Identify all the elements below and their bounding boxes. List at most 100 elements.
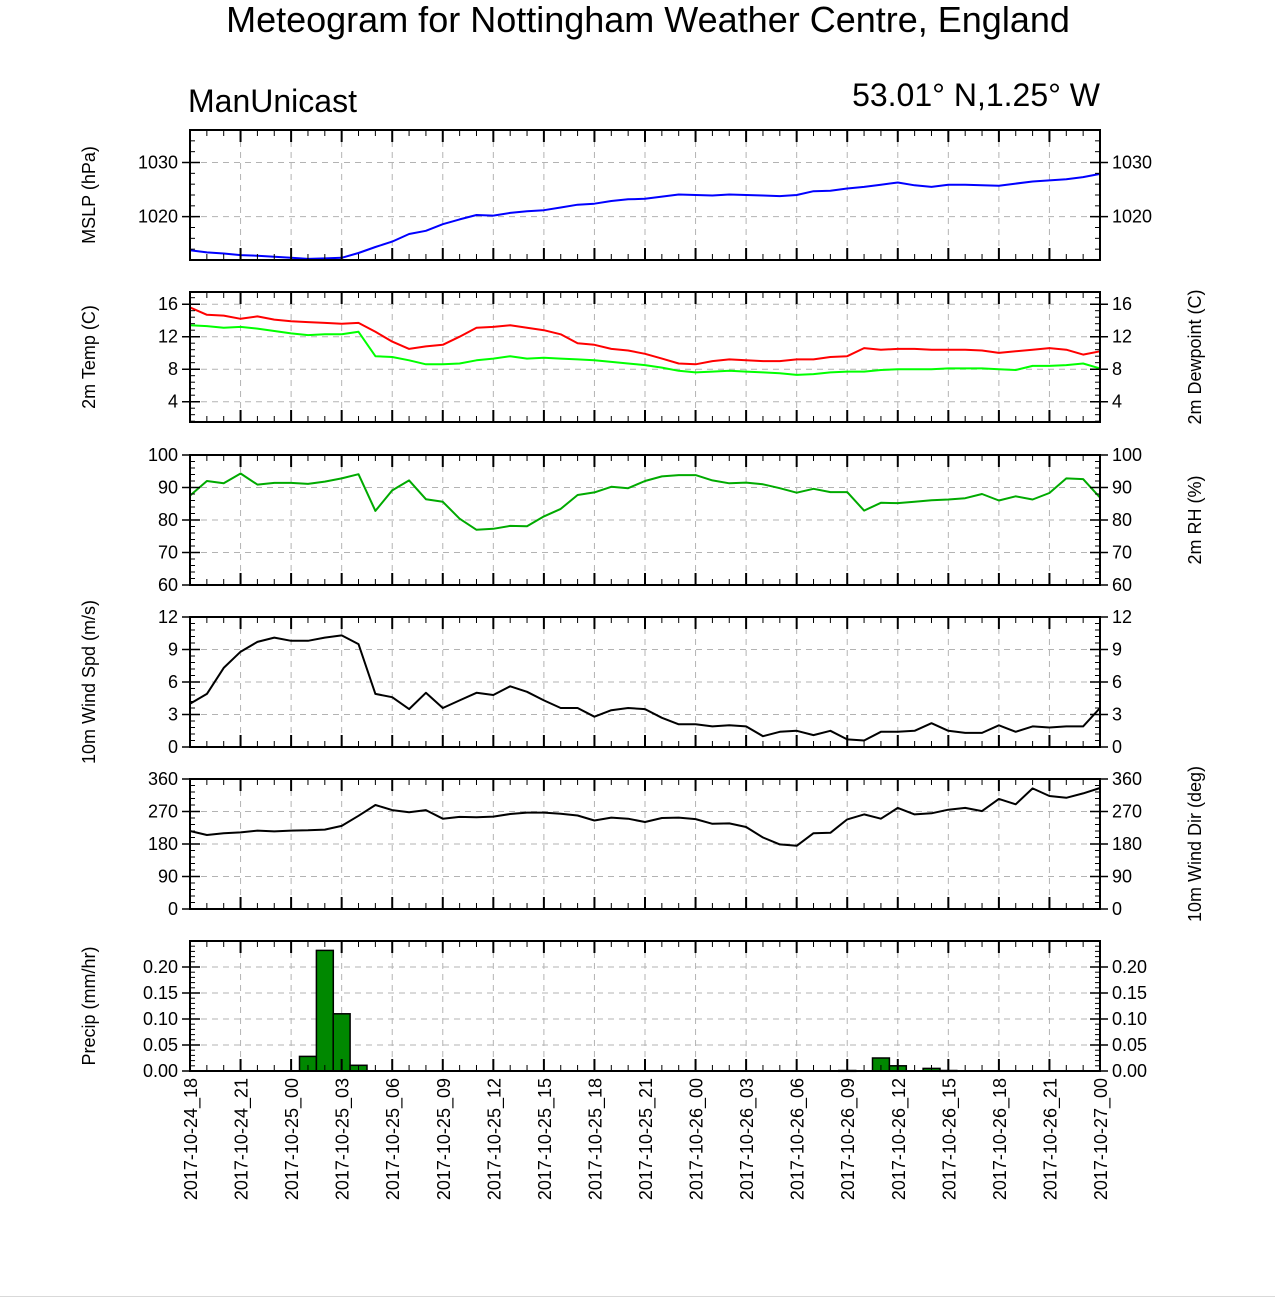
panel-relative_humidity: 60 60 70 70 80 80 90 90 100 100 2m RH (%) xyxy=(148,445,1205,595)
panel-mslp: 1020 1020 1030 1030 MSLP (hPa) xyxy=(79,129,1152,261)
y-tick-label-left: 0.05 xyxy=(143,1035,178,1055)
x-tick-label: 2017-10-26_00 xyxy=(687,1078,708,1200)
y-tick-label-left: 270 xyxy=(148,802,178,822)
y-tick-label-right: 16 xyxy=(1112,294,1132,314)
y-tick-label-left: 12 xyxy=(158,607,178,627)
panel-frame xyxy=(189,454,1101,586)
y-tick-label-left: 0 xyxy=(168,899,178,919)
y-axis-label-left: Precip (mm/hr) xyxy=(79,946,99,1065)
series-line-temperature-temp xyxy=(189,306,1101,366)
y-tick-label-right: 0.20 xyxy=(1112,957,1147,977)
x-axis-date-labels: 2017-10-24_18 2017-10-24_21 2017-10-25_00 2… xyxy=(181,1078,1112,1200)
x-tick-label: 2017-10-25_21 xyxy=(636,1078,657,1200)
precip-bar xyxy=(315,949,335,1072)
panel-frame xyxy=(189,129,1101,261)
panel-frame xyxy=(189,940,1101,1072)
y-tick-label-right: 60 xyxy=(1112,575,1132,595)
y-tick-label-left: 6 xyxy=(168,672,178,692)
y-tick-label-left: 0.00 xyxy=(143,1061,178,1081)
x-tick-label: 2017-10-25_09 xyxy=(434,1078,455,1200)
panel-temperature: 4 4 8 8 12 12 16 16 2m Temp (C) 2m Dewpoint (C) xyxy=(79,289,1205,424)
window-bottom-border xyxy=(0,1296,1275,1297)
y-tick-label-left: 0.10 xyxy=(143,1009,178,1029)
y-tick-label-right: 8 xyxy=(1112,359,1122,379)
y-tick-label-left: 1030 xyxy=(138,153,178,173)
y-tick-label-right: 100 xyxy=(1112,445,1142,465)
panels-group: 1020 1020 1030 1030 MSLP (hPa) 4 4 8 8 12 12 16 16 2m… xyxy=(79,129,1205,1081)
x-tick-label: 2017-10-26_09 xyxy=(838,1078,859,1200)
series-line-wind_speed-wind xyxy=(189,634,1101,742)
y-tick-label-right: 90 xyxy=(1112,478,1132,498)
y-axis-label-left: 10m Wind Spd (m/s) xyxy=(79,600,99,764)
y-tick-label-left: 80 xyxy=(158,510,178,530)
station-coordinates: 53.01° N,1.25° W xyxy=(852,77,1101,113)
y-tick-label-right: 80 xyxy=(1112,510,1132,530)
y-tick-label-left: 3 xyxy=(168,705,178,725)
y-tick-label-left: 70 xyxy=(158,543,178,563)
y-tick-label-right: 0.00 xyxy=(1112,1061,1147,1081)
chart-title: Meteogram for Nottingham Weather Centre,… xyxy=(226,0,1070,40)
y-tick-label-left: 8 xyxy=(168,359,178,379)
series-line-wind_direction-wind xyxy=(189,787,1101,847)
y-tick-label-right: 180 xyxy=(1112,834,1142,854)
y-tick-label-right: 270 xyxy=(1112,802,1142,822)
y-tick-label-right: 0.10 xyxy=(1112,1009,1147,1029)
y-tick-label-left: 0 xyxy=(168,737,178,757)
panel-wind_direction: 0 0 90 90 180 180 270 270 360 360 10m Wind Dir (de… xyxy=(148,766,1205,922)
x-tick-label: 2017-10-24_21 xyxy=(232,1078,253,1200)
x-tick-label: 2017-10-26_06 xyxy=(788,1078,809,1200)
y-tick-label-left: 90 xyxy=(158,867,178,887)
y-axis-label-left: 2m Temp (C) xyxy=(79,305,99,409)
x-tick-label: 2017-10-25_12 xyxy=(484,1078,505,1200)
y-tick-label-left: 9 xyxy=(168,640,178,660)
y-tick-label-right: 1020 xyxy=(1112,207,1152,227)
y-tick-label-left: 16 xyxy=(158,294,178,314)
y-tick-label-right: 1030 xyxy=(1112,153,1152,173)
y-tick-label-right: 70 xyxy=(1112,543,1132,563)
x-tick-label: 2017-10-26_12 xyxy=(889,1078,910,1200)
y-tick-label-left: 100 xyxy=(148,445,178,465)
x-tick-label: 2017-10-27_00 xyxy=(1091,1078,1112,1200)
y-tick-label-left: 4 xyxy=(168,392,178,412)
y-tick-label-right: 12 xyxy=(1112,327,1132,347)
y-tick-label-right: 4 xyxy=(1112,392,1122,412)
x-tick-label: 2017-10-26_21 xyxy=(1040,1078,1061,1200)
x-tick-label: 2017-10-25_18 xyxy=(585,1078,606,1200)
y-axis-label-right: 2m RH (%) xyxy=(1185,476,1205,565)
y-tick-label-right: 0 xyxy=(1112,737,1122,757)
series-line-temperature-dewpoint xyxy=(189,324,1101,376)
x-tick-label: 2017-10-26_18 xyxy=(990,1078,1011,1200)
y-tick-label-left: 90 xyxy=(158,478,178,498)
y-tick-label-left: 0.15 xyxy=(143,983,178,1003)
x-tick-label: 2017-10-26_15 xyxy=(939,1078,960,1200)
y-tick-label-right: 3 xyxy=(1112,705,1122,725)
x-tick-label: 2017-10-25_06 xyxy=(383,1078,404,1200)
panel-frame xyxy=(189,778,1101,910)
y-tick-label-left: 180 xyxy=(148,834,178,854)
series-line-relative_humidity-rh xyxy=(189,472,1101,531)
x-tick-label: 2017-10-24_18 xyxy=(181,1078,202,1200)
y-axis-label-right: 10m Wind Dir (deg) xyxy=(1185,766,1205,922)
y-tick-label-left: 360 xyxy=(148,769,178,789)
y-tick-label-right: 0.15 xyxy=(1112,983,1147,1003)
y-tick-label-left: 12 xyxy=(158,327,178,347)
y-tick-label-right: 360 xyxy=(1112,769,1142,789)
panel-frame xyxy=(189,616,1101,748)
x-tick-label: 2017-10-26_03 xyxy=(737,1078,758,1200)
y-tick-label-right: 12 xyxy=(1112,607,1132,627)
panel-wind_speed: 0 0 3 3 6 6 9 9 12 12 10m Wind Spd (m/s) xyxy=(79,600,1132,764)
y-tick-label-left: 60 xyxy=(158,575,178,595)
y-tick-label-right: 0.05 xyxy=(1112,1035,1147,1055)
panel-frame xyxy=(189,291,1101,423)
y-tick-label-right: 90 xyxy=(1112,867,1132,887)
panel-precipitation: 0.00 0.00 0.05 0.05 0.10 0.10 0.15 0.15 0.20 0.20… xyxy=(79,940,1147,1081)
y-axis-label-right: 2m Dewpoint (C) xyxy=(1185,289,1205,424)
station-model-name: ManUnicast xyxy=(188,83,357,119)
y-tick-label-right: 0 xyxy=(1112,899,1122,919)
x-tick-label: 2017-10-25_00 xyxy=(282,1078,303,1200)
x-tick-label: 2017-10-25_03 xyxy=(333,1078,354,1200)
x-tick-label: 2017-10-25_15 xyxy=(535,1078,556,1200)
y-tick-label-right: 6 xyxy=(1112,672,1122,692)
y-tick-label-right: 9 xyxy=(1112,640,1122,660)
